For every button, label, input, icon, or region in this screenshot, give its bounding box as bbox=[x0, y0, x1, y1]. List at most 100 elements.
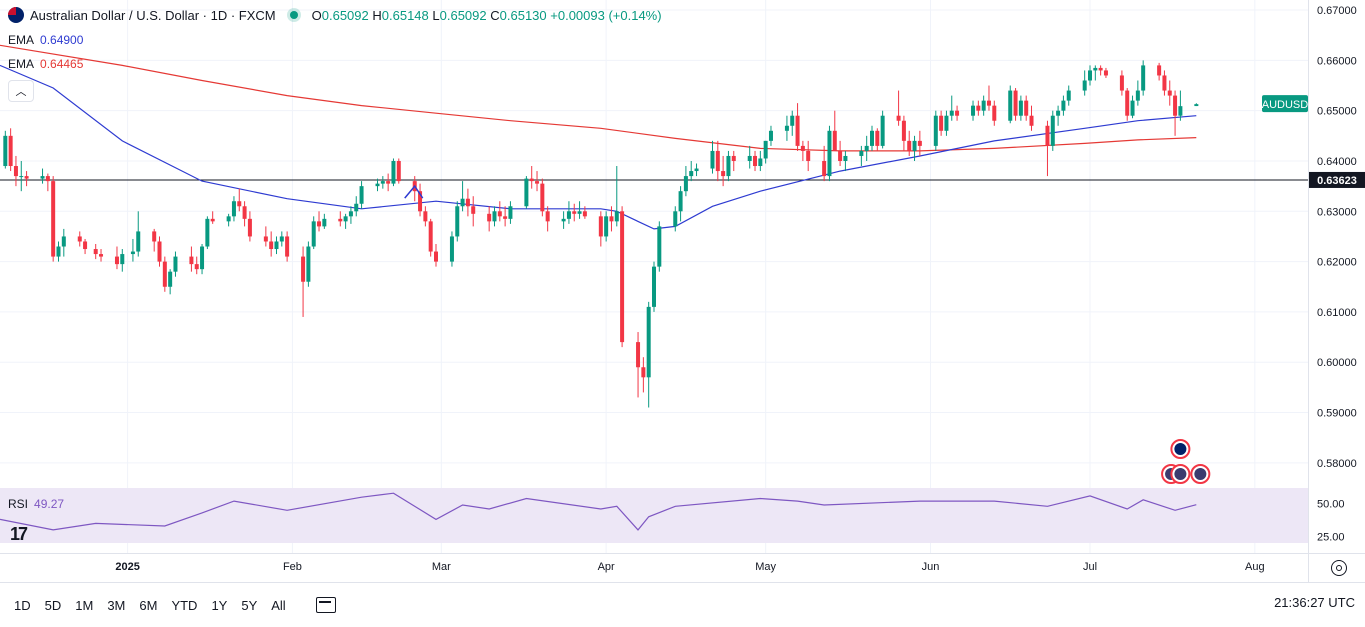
candle-body bbox=[620, 211, 625, 343]
candle-body bbox=[763, 140, 768, 159]
utc-clock[interactable]: 21:36:27 UTC bbox=[1274, 595, 1355, 610]
arrow-annotation bbox=[404, 184, 424, 199]
candle-body bbox=[1125, 90, 1130, 116]
candle-body bbox=[455, 206, 460, 237]
candle-body bbox=[577, 211, 582, 214]
candle-body bbox=[768, 130, 773, 141]
collapse-legend-button[interactable]: ︿ bbox=[8, 80, 34, 102]
candle-body bbox=[944, 115, 949, 131]
candle-body bbox=[827, 130, 832, 177]
time-tick-label: Jun bbox=[922, 561, 940, 573]
candle-body bbox=[1141, 65, 1146, 91]
candle-body bbox=[694, 168, 699, 172]
ema-fast-legend[interactable]: EMA 0.64900 bbox=[8, 33, 83, 47]
open-value: 0.65092 bbox=[321, 7, 369, 23]
range-6m-button[interactable]: 6M bbox=[139, 597, 158, 613]
rsi-tick-label: 50.00 bbox=[1317, 499, 1345, 511]
calendar-icon[interactable] bbox=[315, 597, 336, 613]
candle-body bbox=[949, 110, 954, 116]
candle-body bbox=[870, 130, 874, 146]
candle-body bbox=[758, 158, 763, 167]
price-tick-label: 0.67000 bbox=[1317, 5, 1357, 17]
candle-body bbox=[56, 246, 61, 257]
candle-body bbox=[247, 218, 252, 237]
candle-body bbox=[83, 241, 88, 250]
range-1d-button[interactable]: 1D bbox=[14, 597, 31, 613]
range-1m-button[interactable]: 1M bbox=[75, 597, 94, 613]
candle-body bbox=[1098, 67, 1103, 71]
price-tick-label: 0.60000 bbox=[1317, 357, 1357, 369]
candle-body bbox=[61, 236, 66, 247]
candle-body bbox=[896, 115, 901, 121]
range-5y-button[interactable]: 5Y bbox=[241, 597, 258, 613]
price-tick-label: 0.58000 bbox=[1317, 458, 1357, 470]
candle-body bbox=[641, 367, 646, 378]
candle-body bbox=[1135, 90, 1140, 101]
candle-body bbox=[912, 140, 917, 151]
candle-body bbox=[582, 211, 587, 217]
rsi-legend[interactable]: RSI 49.27 bbox=[8, 497, 64, 511]
candle-body bbox=[843, 155, 848, 161]
candle-body bbox=[907, 140, 912, 151]
range-3m-button[interactable]: 3M bbox=[107, 597, 126, 613]
candle-body bbox=[790, 115, 795, 126]
time-tick-label: May bbox=[755, 561, 776, 573]
ema-slow-legend[interactable]: EMA 0.64465 bbox=[8, 57, 83, 71]
range-5d-button[interactable]: 5D bbox=[44, 597, 62, 613]
candle-body bbox=[428, 221, 433, 252]
candle-body bbox=[1066, 90, 1071, 101]
candle-body bbox=[418, 191, 423, 212]
time-tick-label: 2025 bbox=[115, 561, 139, 573]
candle-body bbox=[971, 105, 976, 116]
price-tick-label: 0.66000 bbox=[1317, 55, 1357, 67]
time-tick-label: Feb bbox=[283, 561, 302, 573]
candle-body bbox=[386, 181, 391, 184]
gear-icon[interactable] bbox=[1331, 560, 1347, 576]
candle-body bbox=[423, 211, 428, 222]
candle-body bbox=[1194, 104, 1199, 107]
candle-body bbox=[1093, 67, 1098, 71]
tradingview-logo-icon[interactable]: 17 bbox=[10, 524, 28, 544]
candle-body bbox=[130, 251, 135, 255]
candle-body bbox=[380, 181, 385, 184]
candle-body bbox=[157, 241, 162, 262]
symbol-legend: Australian Dollar / U.S. Dollar · 1D · F… bbox=[8, 7, 662, 23]
candle-body bbox=[598, 216, 603, 237]
bottom-toolbar: 1D 5D 1M 3M 6M YTD 1Y 5Y All 21:36:27 UT… bbox=[0, 582, 1365, 627]
candle-body bbox=[77, 236, 82, 242]
candle-body bbox=[1173, 95, 1178, 116]
chevron-up-icon: ︿ bbox=[15, 86, 27, 98]
candle-body bbox=[173, 256, 178, 272]
candle-body bbox=[1024, 100, 1029, 116]
candle-body bbox=[375, 183, 380, 187]
candle-body bbox=[646, 306, 651, 378]
candle-body bbox=[880, 115, 885, 146]
candle-body bbox=[285, 236, 290, 257]
range-ytd-button[interactable]: YTD bbox=[171, 597, 198, 613]
candle-body bbox=[1061, 100, 1066, 111]
ohlc-values: O0.65092 H0.65148 L0.65092 C0.65130 +0.0… bbox=[311, 7, 662, 23]
candle-body bbox=[348, 211, 353, 217]
time-tick-label: Aug bbox=[1245, 561, 1265, 573]
candle-body bbox=[529, 178, 534, 182]
candle-body bbox=[800, 145, 805, 151]
candle-body bbox=[652, 266, 656, 307]
candle-body bbox=[210, 218, 215, 222]
candle-body bbox=[822, 160, 827, 177]
close-value: 0.65130 bbox=[499, 7, 547, 23]
range-all-button[interactable]: All bbox=[271, 597, 286, 613]
candle-body bbox=[838, 150, 843, 161]
candle-body bbox=[721, 171, 726, 177]
range-1y-button[interactable]: 1Y bbox=[211, 597, 228, 613]
candle-body bbox=[561, 218, 566, 222]
candle-body bbox=[1050, 115, 1055, 146]
candle-body bbox=[1013, 90, 1018, 116]
rsi-tick-label: 25.00 bbox=[1317, 531, 1345, 543]
candle-body bbox=[8, 135, 13, 167]
candle-body bbox=[343, 216, 348, 222]
price-tick-label: 0.63000 bbox=[1317, 206, 1357, 218]
candle-body bbox=[19, 176, 24, 178]
candle-body bbox=[317, 221, 322, 227]
candle-body bbox=[986, 100, 991, 106]
